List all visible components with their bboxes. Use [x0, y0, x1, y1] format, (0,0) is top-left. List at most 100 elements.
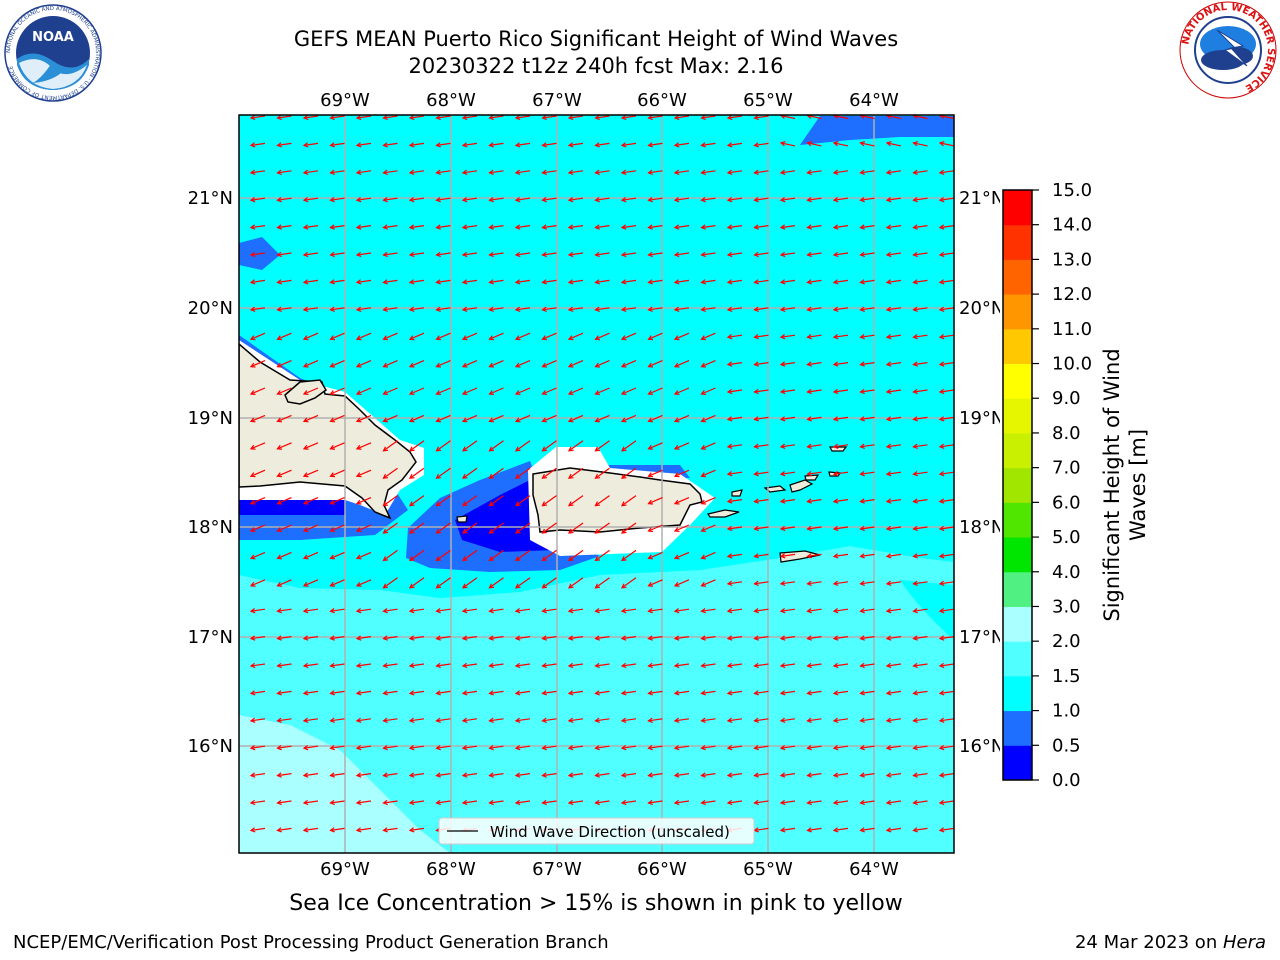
wind-wave-arrow — [674, 115, 690, 119]
lat-label-right: 16°N — [959, 736, 1000, 757]
wind-wave-arrow — [277, 197, 292, 201]
wind-wave-arrowhead — [806, 498, 812, 504]
wind-wave-arrowhead — [355, 390, 362, 396]
wind-wave-arrowhead — [488, 169, 494, 175]
wind-wave-arrowhead — [806, 608, 812, 614]
wind-wave-arrow — [886, 252, 902, 256]
wind-wave-arrowhead — [885, 306, 892, 312]
wind-wave-arrow — [330, 827, 345, 831]
lon-label-top: 65°W — [743, 90, 793, 111]
wind-wave-arrow — [489, 577, 504, 589]
wind-wave-arrow — [277, 663, 292, 667]
wind-wave-arrow — [674, 773, 690, 777]
wind-wave-arrowhead — [647, 362, 654, 368]
wind-wave-arrowhead — [832, 745, 839, 751]
wind-wave-arrowhead — [249, 690, 256, 696]
wind-wave-arrowhead — [488, 635, 494, 641]
wind-wave-arrow — [330, 197, 345, 201]
lat-label-right: 20°N — [959, 298, 1000, 319]
wind-wave-arrow — [754, 526, 769, 530]
wind-wave-arrowhead — [488, 142, 494, 148]
wind-wave-arrow — [303, 497, 319, 505]
wind-wave-arrowhead — [541, 224, 547, 230]
wind-wave-arrowhead — [859, 279, 865, 285]
wind-wave-arrowhead — [912, 799, 918, 806]
wind-wave-arrow — [701, 718, 716, 722]
wind-wave-arrow — [648, 442, 663, 450]
wind-wave-arrow — [833, 745, 849, 749]
wind-wave-arrowhead — [673, 142, 680, 148]
wind-wave-arrowhead — [885, 608, 892, 614]
wind-wave-arrowhead — [753, 662, 759, 669]
wind-wave-arrow — [250, 800, 266, 804]
wave-fill-1.5-2m — [239, 546, 954, 853]
wind-wave-arrowhead — [753, 772, 759, 778]
wind-wave-arrowhead — [329, 690, 335, 696]
wind-wave-arrowhead — [647, 745, 653, 751]
wind-wave-arrowhead — [541, 362, 548, 368]
colorbar-label-line2: Waves [m] — [1126, 429, 1150, 541]
wind-wave-arrow — [939, 444, 954, 448]
wind-wave-arrowhead — [673, 554, 680, 560]
wind-wave-arrow — [515, 225, 531, 229]
wind-wave-arrow — [595, 360, 610, 368]
wind-wave-arrowhead — [806, 251, 812, 258]
wind-wave-arrowhead — [832, 608, 839, 614]
wind-wave-arrowhead — [514, 251, 521, 258]
wind-wave-arrow — [356, 142, 372, 146]
wind-wave-arrow — [860, 334, 875, 338]
wind-wave-arrowhead — [594, 279, 600, 285]
wind-wave-arrowhead — [514, 799, 521, 806]
wind-wave-arrowhead — [885, 580, 892, 586]
wind-wave-arrow — [860, 471, 875, 475]
wind-wave-arrowhead — [620, 608, 627, 614]
wind-wave-arrow — [780, 444, 796, 448]
wind-wave-arrowhead — [779, 388, 786, 395]
lon-label-top: 66°W — [637, 90, 687, 111]
wind-wave-arrow — [648, 142, 663, 146]
wind-wave-arrow — [542, 467, 557, 479]
wind-wave-arrowhead — [276, 827, 282, 833]
wind-wave-arrowhead — [302, 527, 309, 533]
wind-wave-arrowhead — [938, 279, 945, 285]
wind-wave-arrowhead — [329, 224, 335, 230]
wind-wave-arrow — [250, 469, 266, 477]
wind-wave-arrowhead — [488, 335, 495, 341]
wind-wave-arrow — [277, 745, 292, 749]
wind-wave-arrow — [356, 745, 372, 749]
wind-wave-arrowhead — [806, 141, 812, 147]
wind-wave-arrowhead — [753, 553, 759, 559]
wind-wave-arrowhead — [647, 251, 653, 258]
wind-wave-arrow — [383, 549, 398, 561]
wind-wave-arrow — [833, 827, 849, 831]
wind-wave-arrowhead — [567, 306, 574, 312]
wind-wave-arrow — [886, 581, 902, 585]
wind-wave-arrowhead — [753, 279, 759, 285]
wind-wave-arrow — [939, 115, 954, 120]
wind-wave-arrow — [886, 197, 902, 201]
wind-wave-arrow — [383, 279, 398, 283]
wind-wave-arrowhead — [806, 224, 812, 230]
wind-wave-arrowhead — [514, 528, 521, 534]
wind-wave-arrow — [277, 636, 292, 640]
wind-wave-arrowhead — [647, 306, 653, 312]
colorbar-tick-label: 6.0 — [1052, 492, 1081, 513]
wind-wave-arrowhead — [355, 581, 362, 587]
wind-wave-arrow — [939, 800, 954, 804]
wind-wave-arrow — [383, 225, 398, 229]
wind-wave-arrow — [303, 551, 319, 559]
wind-wave-arrowhead — [832, 553, 839, 559]
wind-wave-arrowhead — [700, 799, 706, 806]
wind-wave-arrow — [833, 444, 849, 448]
wind-wave-arrow — [489, 522, 504, 534]
wind-wave-arrowhead — [541, 142, 547, 148]
wind-wave-arrow — [807, 416, 822, 420]
wind-wave-arrow — [515, 197, 531, 201]
wind-wave-arrow — [568, 690, 584, 694]
wind-wave-arrow — [595, 307, 610, 311]
wind-wave-arrowhead — [753, 525, 759, 532]
wind-wave-arrowhead — [461, 390, 468, 396]
wind-wave-arrow — [542, 307, 557, 311]
wind-wave-arrowhead — [249, 306, 256, 312]
wind-wave-arrowhead — [726, 580, 733, 586]
